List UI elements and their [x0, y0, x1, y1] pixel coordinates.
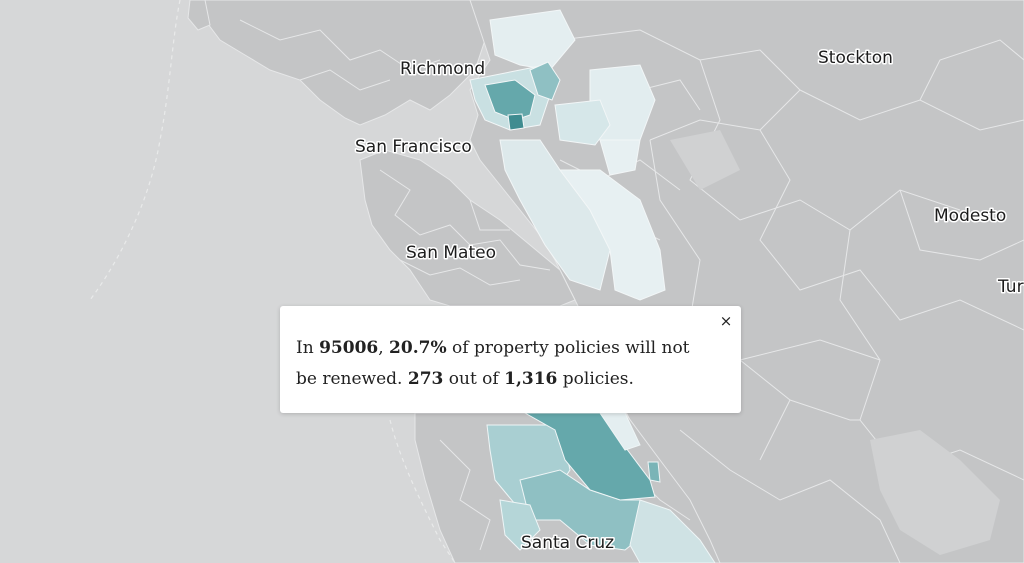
popup-text-out-of: out of [443, 369, 505, 389]
choropleth-santa-cruz [486, 412, 716, 563]
city-label-richmond: Richmond [400, 59, 485, 79]
popup-total-count: 1,316 [504, 369, 558, 389]
popup-percent: 20.7% [389, 338, 447, 358]
city-label-turlock: Tur [997, 277, 1024, 297]
close-button[interactable]: × [719, 312, 733, 330]
coastal-boundary [89, 0, 181, 301]
city-label-santa-cruz: Santa Cruz [521, 533, 614, 553]
city-label-san-mateo: San Mateo [406, 243, 496, 263]
popup-text-middle: of property policies will not be renewed… [296, 338, 690, 389]
popup-text-sep: , [378, 338, 390, 358]
zip-boundaries [239, 19, 1024, 563]
popup-text-end: policies. [557, 369, 634, 389]
city-label-modesto: Modesto [934, 206, 1006, 226]
city-labels: Richmond Stockton San Francisco Modesto … [354, 47, 1024, 555]
choropleth-east-bay [469, 9, 666, 301]
urban-areas [670, 130, 1000, 555]
city-label-stockton: Stockton [818, 48, 893, 68]
popup-nonrenewed-count: 273 [407, 369, 444, 389]
zip-info-popup: × In 95006, 20.7% of property policies w… [280, 306, 741, 413]
popup-zip-code: 95006 [319, 338, 379, 358]
popup-text-in: In [296, 338, 320, 358]
city-label-san-francisco: San Francisco [355, 137, 472, 157]
